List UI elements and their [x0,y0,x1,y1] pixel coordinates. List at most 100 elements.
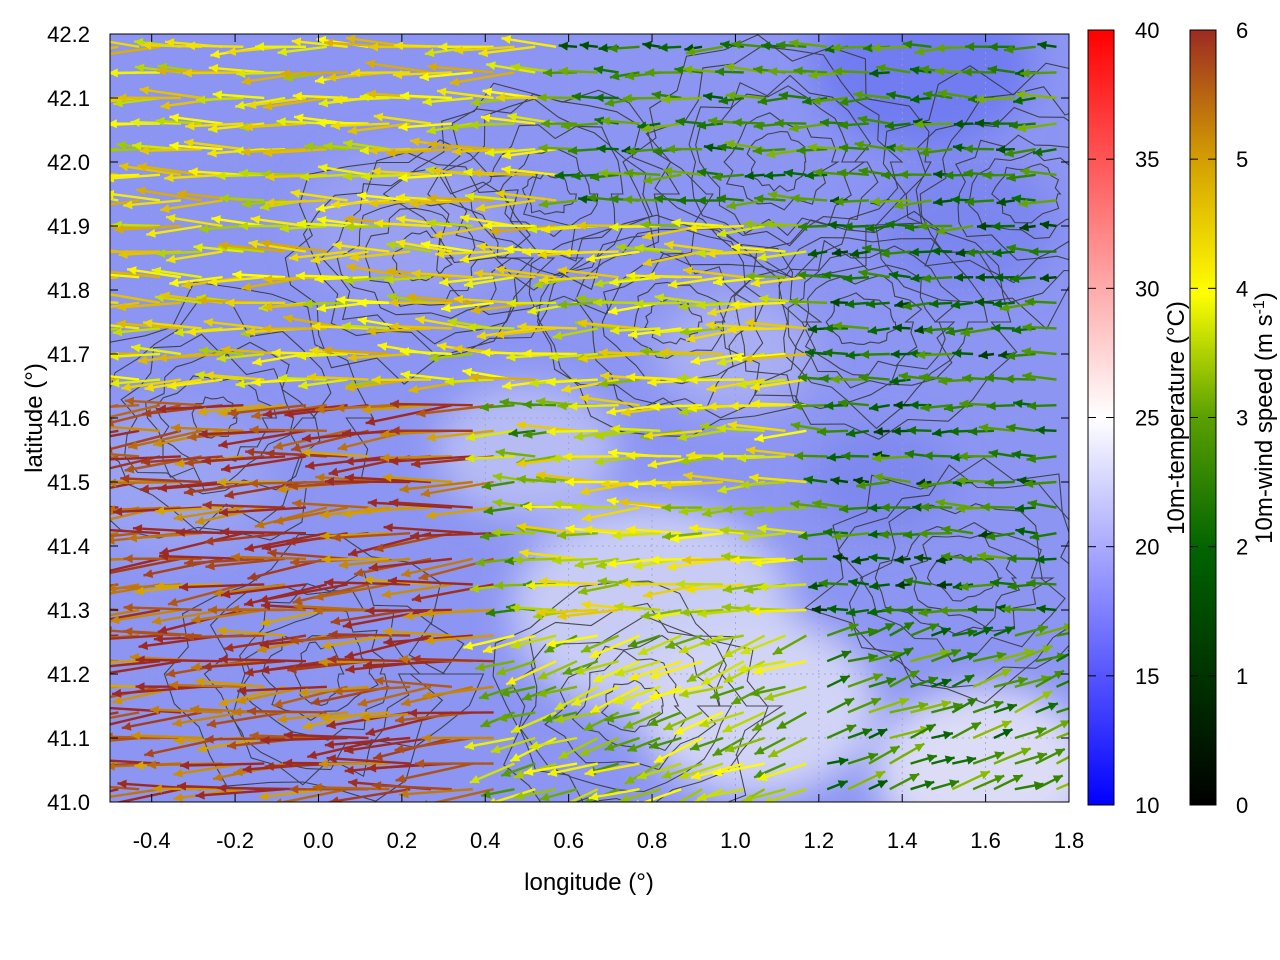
wind-vector-head [278,373,288,383]
wind-vector-head [689,742,700,751]
wind-vector-head [743,219,753,229]
wind-vector-head [646,478,656,488]
wind-vector-head [1023,479,1034,489]
wind-vector-head [647,377,657,387]
wind-vector-head [318,759,328,769]
wind-vector-shaft [146,224,202,236]
wind-vector-head [330,121,340,131]
wind-vector-shaft [167,583,244,606]
wind-vector-head [133,37,144,47]
wind-vector-head [495,93,505,103]
wind-vector-head [856,480,866,490]
wind-vector-head [226,46,237,56]
wind-vector-head [420,488,431,498]
wind-vector-head [276,117,286,127]
wind-vector-head [1029,247,1039,257]
wind-vector-head [34,499,43,508]
wind-vector-shaft [321,557,390,561]
wind-vector-head [1035,425,1045,435]
wind-vector-head [793,554,803,564]
wind-vector-head [463,641,474,650]
wind-vector-head [345,382,355,392]
wind-vector-head [398,173,408,183]
wind-vector-head [823,348,833,358]
wind-vector-head [1032,147,1043,157]
wind-vector-head [238,168,249,178]
wind-vector-head [157,483,168,493]
wind-vector-head [745,446,756,456]
wind-vector-shaft [427,64,494,74]
wind-vector-shaft [495,267,557,279]
wind-vector-shaft [170,426,244,432]
wind-vector-head [344,765,354,775]
wind-vector-shaft [642,250,703,266]
wind-vector-head [583,525,593,535]
wind-vector-head [258,791,269,801]
wind-vector-head [547,768,558,777]
wind-vector-head [837,398,848,408]
wind-vector-head [368,562,379,572]
wind-vector-head [816,427,827,437]
wind-vector-head [237,686,247,696]
wind-vector-head [681,555,692,565]
wind-vector-head [55,51,65,60]
wind-vector-head [208,63,219,73]
wind-vector-head [114,224,124,234]
wind-vector-head [144,748,155,758]
wind-vector-head [589,172,600,182]
wind-vector-head [730,555,740,565]
wind-vector-shaft [411,583,494,601]
wind-vector-shaft [361,506,432,512]
wind-vector-head [696,196,706,206]
wind-vector-head [1017,676,1028,686]
wind-vector-shaft [123,606,202,612]
wind-vector-shaft [265,199,327,205]
wind-vector-head [1078,627,1088,636]
wind-vector-head [177,189,187,199]
wind-vector-head [537,93,547,103]
wind-vector-head [462,367,473,377]
wind-vector-shaft [324,736,411,747]
wind-vector-head [527,306,538,316]
wind-vector-head [110,444,113,454]
wind-vector-head [426,125,437,135]
wind-vector-head [744,585,754,594]
wind-vector-head [598,168,609,178]
wind-vector-head [562,666,573,676]
wind-vector-head [365,606,375,616]
contour-line [875,62,1069,330]
wind-vector-head [137,162,147,172]
colorbar-tick-label: 20 [1135,535,1159,560]
wind-vector-head [49,565,59,574]
wind-vector-head [1027,401,1037,411]
wind-vector-head [841,650,852,659]
wind-vector-head [167,381,177,391]
x-axis-label: longitude (°) [524,869,654,896]
contour-line [991,163,1062,224]
wind-vector-shaft [589,685,641,714]
wind-vector-head [475,662,486,672]
wind-vector-head [819,374,829,384]
wind-vector-head [436,87,447,97]
wind-vector-head [247,572,258,581]
wind-vector-head [798,222,808,232]
wind-vector-head [881,170,891,180]
wind-vector-head [832,66,843,76]
wind-vector-head [492,498,503,508]
wind-vector-head [757,582,768,592]
wind-vector-head [398,122,408,132]
wind-vector-head [361,405,372,415]
wind-vector-head [923,325,933,335]
wind-vector-head [141,457,151,467]
y-tick-label: 41.1 [47,726,90,751]
wind-vector-head [95,267,104,276]
wind-vector-head [197,296,207,306]
y-tick-label: 41.8 [47,278,90,303]
wind-vector-head [139,85,150,95]
wind-vector-shaft [110,404,140,408]
wind-vector-head [501,35,512,45]
wind-vector-shaft [110,557,119,562]
wind-vector-head [651,327,661,337]
wind-vector-shaft [682,268,744,279]
